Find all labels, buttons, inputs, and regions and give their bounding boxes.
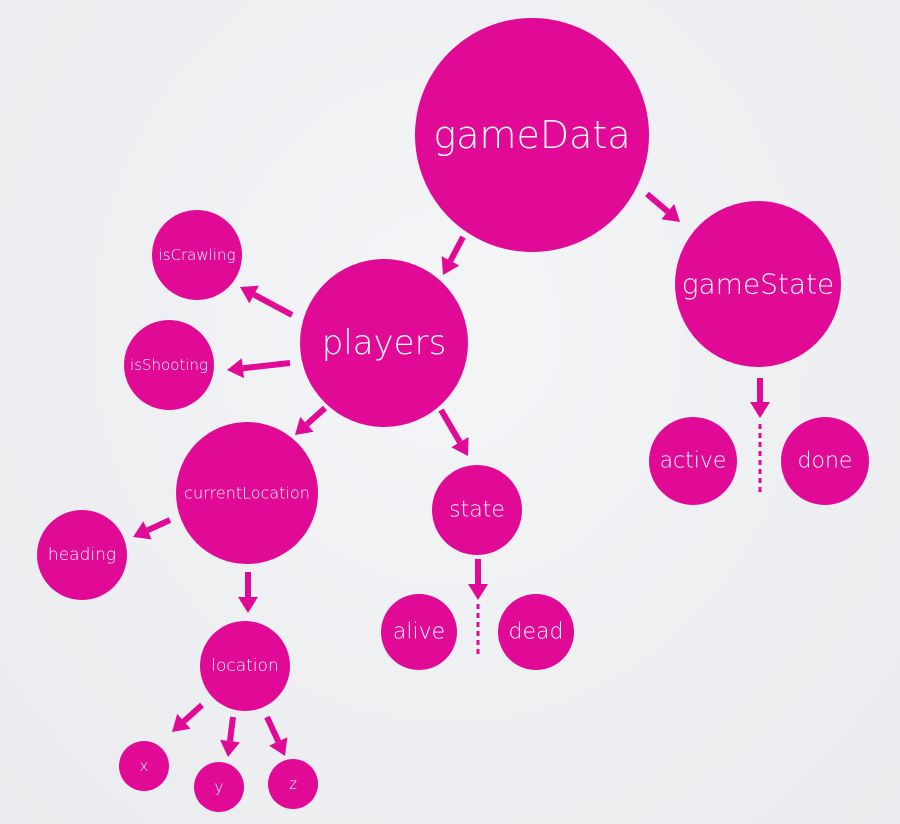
arrowhead-icon xyxy=(240,285,259,304)
node-label-state: state xyxy=(449,498,505,523)
arrow-gameData-to-gameState xyxy=(645,191,670,214)
node-label-gameState: gameState xyxy=(682,268,835,301)
node-gameState xyxy=(675,201,841,367)
arrowhead-icon xyxy=(133,521,152,540)
node-x xyxy=(119,741,169,791)
node-active xyxy=(649,417,737,505)
arrow-location-to-z xyxy=(264,715,282,743)
node-label-active: active xyxy=(660,449,727,474)
node-currentLocation xyxy=(176,422,318,564)
node-done xyxy=(781,417,869,505)
node-alive xyxy=(381,594,457,670)
node-label-players: players xyxy=(322,323,447,363)
node-label-z: z xyxy=(289,775,297,793)
node-label-gameData: gameData xyxy=(433,113,630,157)
node-heading xyxy=(37,510,127,600)
arrowhead-icon xyxy=(220,739,240,757)
arrowhead-icon xyxy=(269,737,288,756)
node-isCrawling xyxy=(152,210,242,300)
arrow-players-to-state xyxy=(438,408,463,444)
node-label-done: done xyxy=(798,449,853,474)
arrow-location-to-x xyxy=(181,702,205,724)
node-isShooting xyxy=(124,320,214,410)
node-label-y: y xyxy=(215,778,224,796)
arrowhead-icon xyxy=(295,416,314,435)
node-y xyxy=(194,762,244,812)
node-label-x: x xyxy=(140,757,149,775)
arrowhead-icon xyxy=(750,402,770,418)
node-label-alive: alive xyxy=(393,620,445,645)
node-state xyxy=(432,465,522,555)
node-label-location: location xyxy=(211,656,278,676)
node-location xyxy=(200,621,290,711)
node-label-currentLocation: currentLocation xyxy=(184,484,310,503)
arrowhead-icon xyxy=(227,358,245,379)
arrow-players-to-currentLocation xyxy=(304,405,328,427)
arrowhead-icon xyxy=(441,256,460,275)
node-players xyxy=(300,259,468,427)
node-label-heading: heading xyxy=(48,545,116,565)
node-dead xyxy=(498,594,574,670)
node-z xyxy=(268,759,318,809)
node-label-dead: dead xyxy=(509,620,564,645)
node-label-isCrawling: isCrawling xyxy=(159,246,236,264)
arrowhead-icon xyxy=(451,437,469,456)
arrow-location-to-y xyxy=(227,716,236,742)
arrow-gameData-to-players xyxy=(447,235,466,263)
arrowhead-icon xyxy=(238,597,258,613)
arrowhead-icon xyxy=(468,584,488,600)
arrowhead-icon xyxy=(172,713,191,732)
node-gameData xyxy=(415,18,649,252)
arrow-players-to-isCrawling xyxy=(252,291,294,318)
arrowhead-icon xyxy=(661,204,680,222)
node-label-isShooting: isShooting xyxy=(130,356,208,374)
arrow-currentLocation-to-heading xyxy=(146,517,172,534)
arrow-players-to-isShooting xyxy=(242,360,291,372)
